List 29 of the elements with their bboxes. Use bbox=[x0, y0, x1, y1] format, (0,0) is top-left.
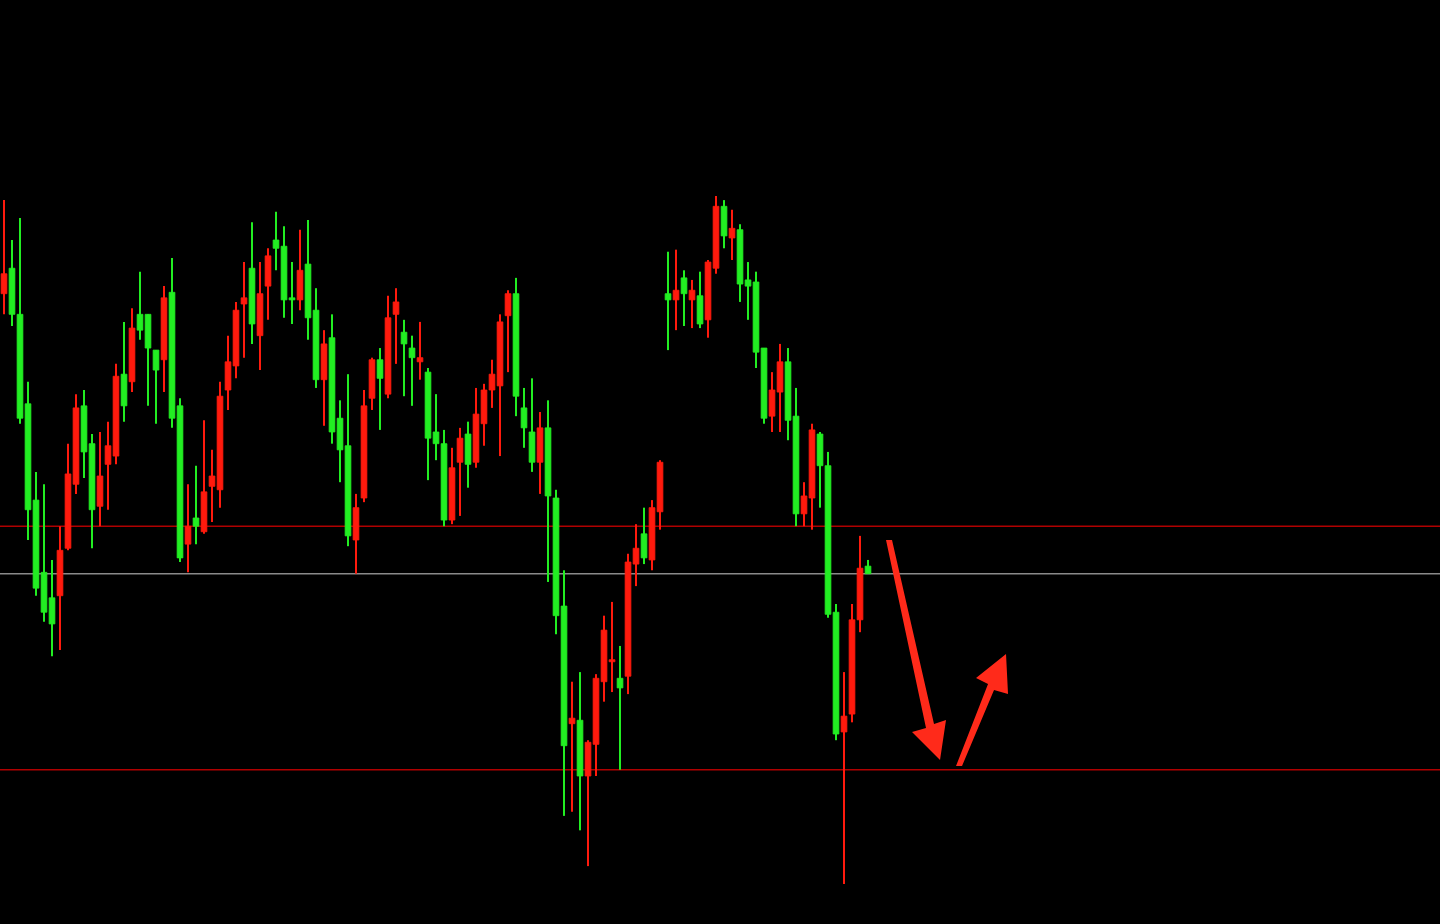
candlestick bbox=[152, 349, 160, 425]
candlestick bbox=[608, 600, 616, 694]
candlestick bbox=[376, 347, 384, 431]
candlestick bbox=[680, 269, 688, 328]
candlestick bbox=[120, 320, 128, 423]
candlestick bbox=[536, 411, 544, 495]
candlestick bbox=[688, 278, 696, 330]
candlestick bbox=[456, 426, 464, 517]
candlestick bbox=[664, 250, 672, 352]
candlestick bbox=[672, 248, 680, 332]
candlestick bbox=[568, 680, 576, 813]
candlestick bbox=[96, 430, 104, 528]
candlestick bbox=[192, 464, 200, 546]
candlestick bbox=[136, 270, 144, 341]
candlestick bbox=[200, 419, 208, 535]
candlestick bbox=[728, 208, 736, 261]
candlestick bbox=[616, 644, 624, 771]
candlestick bbox=[400, 318, 408, 398]
candlestick bbox=[184, 483, 192, 574]
candlestick bbox=[720, 199, 728, 250]
candlestick bbox=[776, 342, 784, 433]
candlestick bbox=[0, 199, 8, 316]
candlestick bbox=[320, 329, 328, 427]
candlestick bbox=[640, 506, 648, 566]
candlestick bbox=[464, 420, 472, 489]
candlestick bbox=[416, 320, 424, 381]
candlestick bbox=[528, 377, 536, 473]
candlestick bbox=[696, 270, 704, 330]
candlestick bbox=[296, 228, 304, 312]
